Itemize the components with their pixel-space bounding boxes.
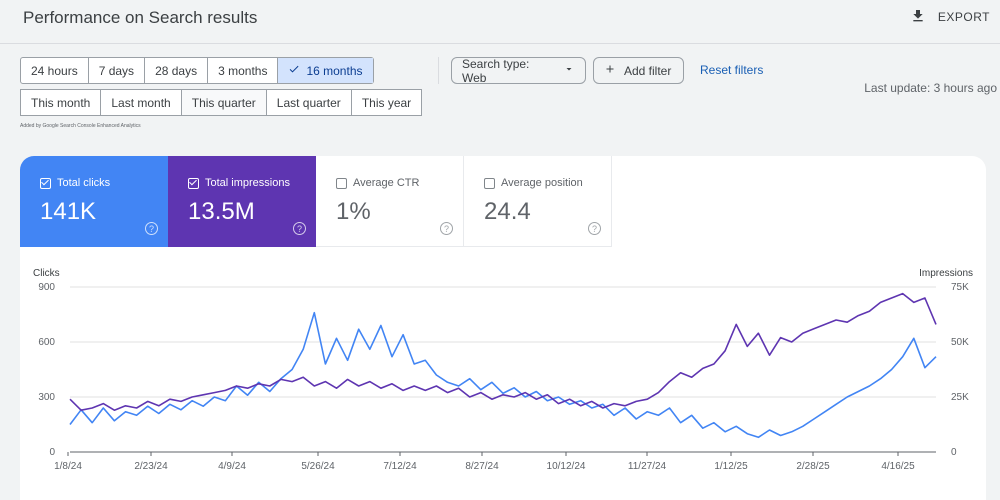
performance-card: Total clicks 141K ? Total impressions 13… [20, 156, 986, 500]
y-left-ticks: 0 300 600 900 [38, 282, 55, 458]
search-type-dropdown[interactable]: Search type: Web [451, 56, 586, 85]
last-update-text: Last update: 3 hours ago [864, 81, 997, 95]
checkbox-icon[interactable] [40, 177, 51, 189]
chart-grid [70, 286, 936, 453]
range-28-days[interactable]: 28 days [145, 58, 209, 83]
metric-value: 1% [336, 198, 371, 225]
y-left-tick-label: 900 [38, 282, 55, 293]
y-right-axis-title: Impressions [919, 268, 973, 279]
metric-average-position[interactable]: Average position 24.4 ? [464, 156, 612, 247]
range-this-year[interactable]: This year [352, 90, 421, 115]
range-last-month[interactable]: Last month [101, 90, 182, 115]
help-icon[interactable]: ? [588, 222, 601, 235]
range-this-month[interactable]: This month [21, 90, 102, 115]
add-filter-label: Add filter [624, 63, 672, 78]
download-icon [910, 8, 926, 27]
x-tick-label: 4/16/25 [881, 461, 915, 472]
range-label: This month [31, 95, 91, 110]
metric-value: 141K [40, 198, 97, 225]
caret-down-icon [563, 63, 575, 78]
date-range-group: 24 hours 7 days 28 days 3 months 16 mont… [20, 57, 374, 84]
x-tick-label: 8/27/24 [465, 461, 499, 472]
checkbox-icon[interactable] [336, 177, 347, 189]
search-type-label: Search type: Web [462, 56, 530, 85]
help-icon[interactable]: ? [145, 222, 158, 235]
metric-label: Average position [501, 177, 583, 189]
metric-average-ctr[interactable]: Average CTR 1% ? [316, 156, 464, 247]
metric-value: 13.5M [188, 198, 255, 225]
metric-label: Total clicks [57, 177, 111, 189]
y-left-tick-label: 0 [49, 447, 55, 458]
y-left-axis-title: Clicks [33, 268, 60, 279]
y-right-tick-label: 25K [951, 392, 969, 403]
range-3-months[interactable]: 3 months [208, 58, 279, 83]
metric-total-clicks[interactable]: Total clicks 141K ? [20, 156, 168, 247]
x-ticks: 1/8/24 2/23/24 4/9/24 5/26/24 7/12/24 8/27/24… [54, 452, 915, 472]
x-tick-label: 1/8/24 [54, 461, 82, 472]
help-icon[interactable]: ? [440, 222, 453, 235]
x-tick-label: 2/23/24 [134, 461, 168, 472]
series-line-impressions [69, 292, 937, 411]
chart-lines [69, 292, 937, 439]
y-right-tick-label: 50K [951, 337, 969, 348]
y-right-tick-label: 0 [951, 447, 957, 458]
x-tick-label: 10/12/24 [547, 461, 586, 472]
help-icon[interactable]: ? [293, 222, 306, 235]
check-icon [288, 63, 300, 78]
range-7-days[interactable]: 7 days [89, 58, 146, 83]
metric-value: 24.4 [484, 198, 531, 225]
range-label: This year [361, 95, 412, 110]
y-left-tick-label: 600 [38, 337, 55, 348]
range-24-hours[interactable]: 24 hours [21, 58, 89, 83]
range-label: Last quarter [276, 95, 341, 110]
x-tick-label: 7/12/24 [383, 461, 417, 472]
reset-filters-link[interactable]: Reset filters [700, 63, 764, 77]
range-label: This quarter [191, 95, 256, 110]
checkbox-icon[interactable] [484, 177, 495, 189]
toolbar-divider [438, 57, 439, 84]
checkbox-icon[interactable] [188, 177, 199, 189]
x-tick-label: 2/28/25 [796, 461, 830, 472]
range-this-quarter[interactable]: This quarter [181, 90, 267, 115]
y-left-tick-label: 300 [38, 392, 55, 403]
range-16-months[interactable]: 16 months [278, 58, 373, 83]
y-right-ticks: 0 25K 50K 75K [951, 282, 969, 458]
export-button[interactable]: EXPORT [910, 6, 990, 28]
range-label: 3 months [218, 63, 268, 78]
metric-label: Average CTR [353, 177, 420, 189]
range-last-quarter[interactable]: Last quarter [267, 90, 352, 115]
range-label: Last month [111, 95, 171, 110]
range-label: 16 months [306, 63, 363, 78]
range-label: 7 days [98, 63, 135, 78]
export-label: EXPORT [937, 10, 990, 24]
added-by-note: Added by Google Search Console Enhanced … [20, 123, 141, 129]
page-title: Performance on Search results [23, 8, 258, 27]
date-preset-group: This month Last month This quarter Last … [20, 89, 423, 116]
header: Performance on Search results EXPORT [0, 0, 1000, 44]
x-tick-label: 1/12/25 [714, 461, 748, 472]
metric-label: Total impressions [205, 177, 290, 189]
x-tick-label: 11/27/24 [628, 461, 667, 472]
range-label: 24 hours [31, 63, 78, 78]
x-tick-label: 5/26/24 [301, 461, 335, 472]
metric-total-impressions[interactable]: Total impressions 13.5M ? [168, 156, 316, 247]
plus-icon [604, 63, 616, 78]
add-filter-button[interactable]: Add filter [593, 57, 684, 84]
range-label: 28 days [155, 63, 198, 78]
performance-chart[interactable]: Clicks Impressions 0 300 600 900 0 25K 50K 75K… [20, 156, 986, 500]
y-right-tick-label: 75K [951, 282, 969, 293]
series-line-clicks [69, 311, 937, 439]
x-tick-label: 4/9/24 [218, 461, 246, 472]
